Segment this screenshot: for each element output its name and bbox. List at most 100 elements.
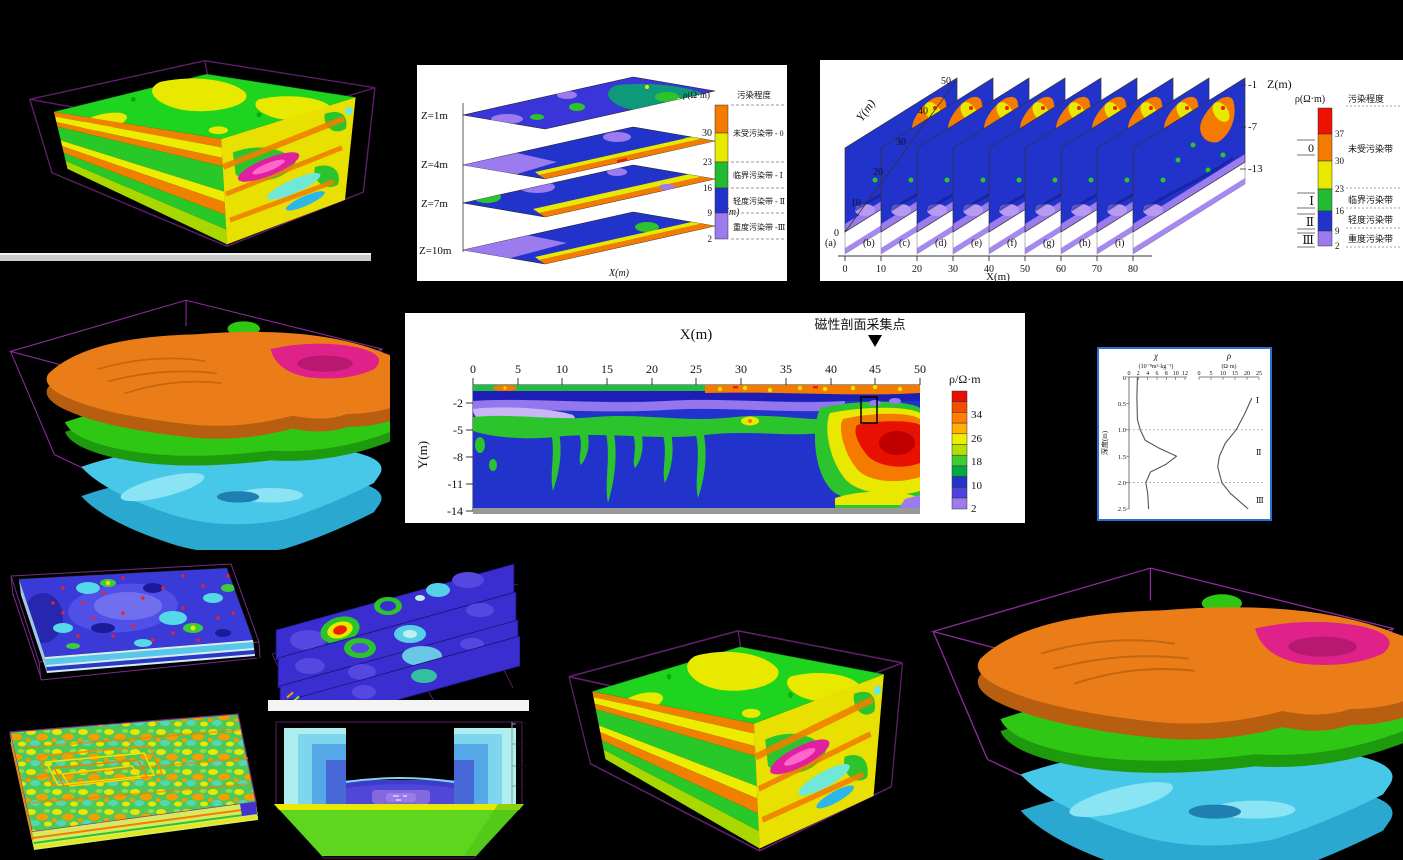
svg-text:0: 0 [843, 264, 848, 275]
svg-text:2.0: 2.0 [1118, 480, 1126, 487]
z-depth-label: Z=7m [421, 198, 448, 210]
svg-text:23: 23 [1335, 184, 1345, 194]
fig-fence-sections: 0 10 20 30 40 50 60 70 80 X(m) 0 10 20 30 40 50… [820, 60, 1403, 281]
svg-text:0.5: 0.5 [1118, 401, 1126, 408]
ruler-tick: 3.0 [517, 764, 527, 770]
svg-text:37: 37 [1335, 129, 1345, 139]
fig-isosurfaces-left [0, 278, 390, 550]
legend-tick: 16 [703, 183, 713, 193]
legend-res-header: ρ(Ω·m) [1295, 94, 1325, 105]
z-depth-label: Z=4m [421, 159, 448, 171]
rho-tick-labels: 0 5 10 15 20 25 [1198, 371, 1263, 377]
left-tower [284, 728, 346, 804]
bottom-border [473, 510, 920, 514]
svg-text:轻度污染带: 轻度污染带 [1348, 214, 1393, 225]
svg-text:50: 50 [941, 76, 951, 87]
fig-slab-sample-points [3, 558, 265, 706]
zone-label: Ⅲ [1256, 496, 1264, 505]
svg-text:30: 30 [1335, 156, 1345, 166]
white-divider-bar [268, 700, 529, 711]
annotation-arrow-icon [868, 335, 882, 347]
svg-text:-8: -8 [453, 450, 463, 464]
chi-unit: (10⁻⁸m³·kg⁻¹) [1139, 363, 1174, 370]
depth-ruler: 6.0 4.5 3.0 1.5 [511, 722, 527, 804]
svg-text:5: 5 [515, 362, 521, 376]
wireframe-box [10, 563, 261, 681]
x-tick-labels: 0 5 10 15 20 25 30 35 40 45 50 [470, 362, 926, 376]
svg-text:-11: -11 [447, 477, 463, 491]
x-axis-label: X(m) [986, 271, 1010, 281]
legend-tick: 23 [703, 157, 713, 167]
legend-colorbar [1317, 107, 1333, 247]
svg-text:15: 15 [1232, 371, 1238, 377]
svg-text:(d): (d) [935, 238, 947, 249]
x-axis-title: X(m) [680, 327, 713, 343]
svg-text:80: 80 [1128, 264, 1138, 275]
svg-text:-2: -2 [453, 396, 463, 410]
svg-text:20: 20 [912, 264, 922, 275]
rho-curve [1217, 397, 1253, 510]
svg-text:0: 0 [470, 362, 476, 376]
y-axis-label: Y(m) [720, 207, 740, 218]
svg-text:8: 8 [1165, 371, 1168, 377]
chi-title: χ [1153, 351, 1159, 361]
slab-sample-points-svg [10, 563, 261, 681]
sample-point-dots [51, 574, 235, 642]
svg-text:45: 45 [869, 362, 881, 376]
svg-text:(f): (f) [1007, 238, 1017, 249]
z-depth-label: Z=1m [421, 110, 448, 122]
y-tick-labels: 0 10 20 30 40 50 [834, 76, 951, 239]
svg-text:(g): (g) [1043, 238, 1055, 249]
svg-text:18: 18 [971, 456, 983, 468]
svg-text:1.5: 1.5 [1118, 454, 1126, 461]
zone-symbol-rules [1297, 139, 1315, 248]
legend-tick: 9 [708, 208, 713, 218]
svg-text:50: 50 [1020, 264, 1030, 275]
svg-text:40: 40 [825, 362, 837, 376]
svg-text:-7: -7 [1248, 121, 1258, 133]
svg-text:50: 50 [914, 362, 926, 376]
y-axis-label: Y(m) [853, 97, 878, 124]
svg-text:70: 70 [1092, 264, 1102, 275]
svg-text:30: 30 [735, 362, 747, 376]
svg-text:10: 10 [876, 264, 886, 275]
svg-text:-14: -14 [447, 504, 463, 518]
svg-text:60: 60 [1056, 264, 1066, 275]
legend-colorbar [714, 104, 729, 240]
legend-zone-symbols: 0 Ⅰ Ⅱ Ⅲ [1302, 141, 1314, 247]
svg-text:10: 10 [851, 198, 861, 209]
legend-ticks: 37 30 23 16 9 2 [1335, 129, 1345, 251]
zone-label: Ⅰ [1256, 396, 1259, 405]
svg-text:0: 0 [1128, 371, 1131, 377]
svg-text:(i): (i) [1115, 238, 1124, 249]
trapezoid-section-svg: 6.0 4.5 3.0 1.5 [274, 721, 527, 859]
legend-dashed-lines [1346, 105, 1400, 248]
svg-text:20: 20 [873, 167, 883, 178]
isosurfaces-svg [9, 299, 390, 550]
terrace-rings [36, 745, 164, 787]
depth-axis-label: 深度(m) [1100, 430, 1109, 455]
svg-text:20: 20 [646, 362, 658, 376]
svg-text:未受污染带: 未受污染带 [1348, 143, 1393, 154]
svg-text:35: 35 [780, 362, 792, 376]
svg-text:10: 10 [556, 362, 568, 376]
svg-text:(c): (c) [899, 238, 910, 249]
x-ticks [844, 256, 1134, 261]
legend-res-header: ρ(Ω·m) [683, 90, 710, 100]
blue-patch [240, 802, 257, 816]
fig-small-fence [268, 558, 520, 710]
svg-text:6: 6 [1156, 371, 1159, 377]
svg-text:2: 2 [971, 503, 977, 515]
svg-text:0: 0 [834, 228, 839, 239]
legend-tick: 2 [708, 234, 713, 244]
z-axis-label: Z(m) [1267, 77, 1292, 91]
mottled-slab-svg [9, 713, 259, 850]
legend-level-header: 污染程度 [737, 90, 772, 100]
slab-front-face [32, 802, 258, 850]
y-ticks [466, 402, 473, 512]
slice-z10-anomalies [463, 219, 715, 264]
svg-text:30: 30 [896, 137, 906, 148]
